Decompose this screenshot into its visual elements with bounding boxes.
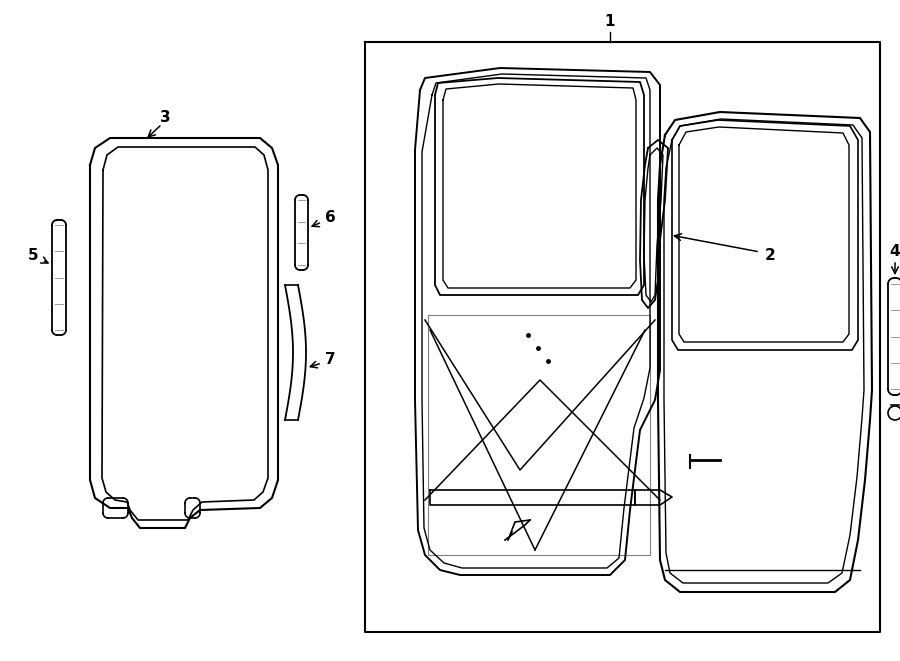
Text: 2: 2 xyxy=(765,247,776,262)
Text: 4: 4 xyxy=(890,245,900,260)
Text: 6: 6 xyxy=(325,210,336,225)
Text: 3: 3 xyxy=(159,110,170,126)
Text: 5: 5 xyxy=(28,247,39,262)
Text: 7: 7 xyxy=(325,352,336,368)
Circle shape xyxy=(888,406,900,420)
Text: 1: 1 xyxy=(605,15,616,30)
